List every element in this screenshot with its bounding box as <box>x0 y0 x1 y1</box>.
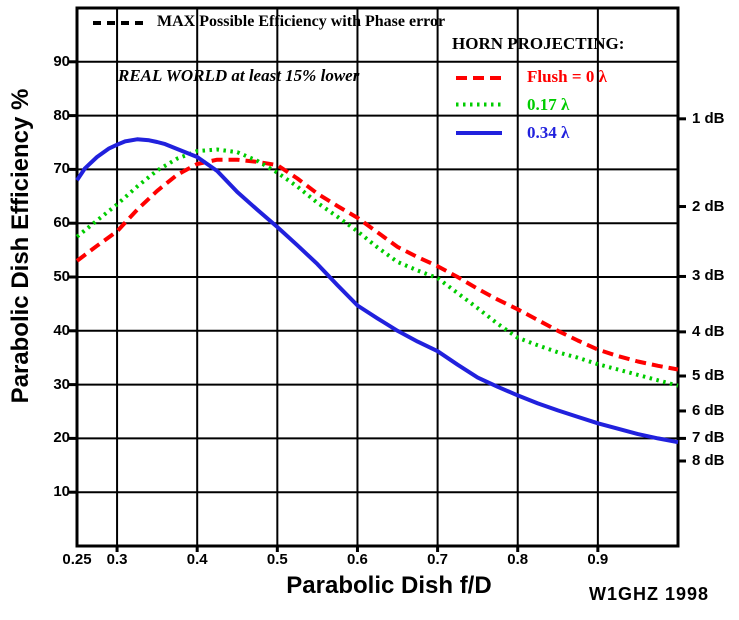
y-axis-title: Parabolic Dish Efficiency % <box>7 88 34 404</box>
series-curve-1 <box>75 147 679 388</box>
db-tick-label: 6 dB <box>692 401 725 419</box>
y-tick-label: 80 <box>53 106 70 124</box>
legend-label-034-lambda: 0.34 λ <box>527 123 570 142</box>
y-tick-label: 90 <box>53 52 70 70</box>
x-tick-label: 0.4 <box>186 551 208 568</box>
real-world-note: REAL WORLD at least 15% lower <box>118 66 360 85</box>
y-tick-label: 60 <box>53 214 70 232</box>
legend-label-017-lambda: 0.17 λ <box>527 95 570 114</box>
series-curve-2 <box>75 137 679 445</box>
y-tick-label: 10 <box>53 483 70 501</box>
y-tick-label: 40 <box>53 321 70 339</box>
x-tick-label: 0.7 <box>427 551 449 568</box>
x-tick-label: 0.3 <box>106 551 128 568</box>
db-tick-label: 2 dB <box>692 197 725 215</box>
db-tick-label: 7 dB <box>692 429 725 447</box>
db-tick-label: 1 dB <box>692 109 725 127</box>
x-axis-title: Parabolic Dish f/D <box>286 572 492 599</box>
max-efficiency-note: MAX Possible Efficiency with Phase error <box>157 13 446 30</box>
credit-label: W1GHZ 1998 <box>589 584 710 604</box>
x-tick-label: 0.8 <box>507 551 529 568</box>
y-tick-label: 30 <box>53 375 70 393</box>
db-tick-label: 5 dB <box>692 366 725 384</box>
legend-label-flush: Flush = 0 λ <box>527 67 607 86</box>
x-tick-label: 0.25 <box>62 551 92 568</box>
series-curve-0 <box>75 157 679 372</box>
db-tick-label: 4 dB <box>692 322 725 340</box>
y-tick-label: 70 <box>53 160 70 178</box>
x-tick-label: 0.9 <box>587 551 609 568</box>
y-tick-label: 20 <box>53 429 70 447</box>
x-tick-label: 0.5 <box>266 551 288 568</box>
legend-title: HORN PROJECTING: <box>452 34 625 53</box>
x-tick-label: 0.6 <box>347 551 368 568</box>
db-tick-label: 8 dB <box>692 451 725 469</box>
y-tick-label: 50 <box>53 268 70 285</box>
db-tick-label: 3 dB <box>692 267 725 285</box>
